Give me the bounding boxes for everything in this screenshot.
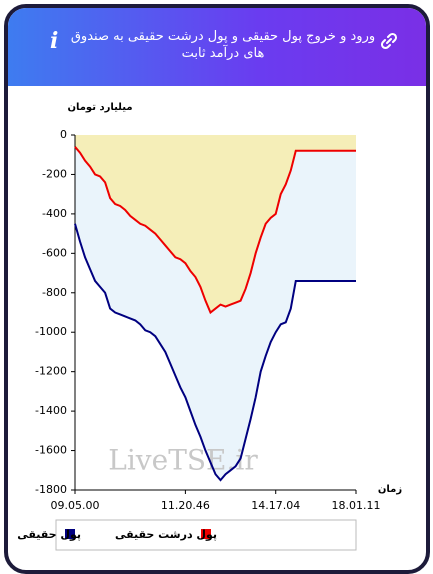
series-line <box>74 146 356 315</box>
y-tick-label: -800 <box>42 286 67 299</box>
y-tick-label: -1400 <box>35 404 67 417</box>
series-line <box>74 223 356 482</box>
header: i ورود و خروج پول حقیقی و پول درشت حقیقی… <box>8 8 426 86</box>
area-lower <box>75 146 356 481</box>
header-title: ورود و خروج پول حقیقی و پول درشت حقیقی ب… <box>70 29 376 61</box>
x-tick-label: 14.17.04 <box>251 499 300 512</box>
y-tick-label: 0 <box>60 128 67 141</box>
y-tick-label: -400 <box>42 207 67 220</box>
x-axis-label: زمان <box>378 484 402 495</box>
info-icon[interactable]: i <box>50 28 59 54</box>
y-tick-label: -1600 <box>35 444 67 457</box>
y-tick-label: -600 <box>42 246 67 259</box>
legend-label: پول درشت حقیقی <box>115 528 217 541</box>
x-tick-label: 09.05.00 <box>51 499 100 512</box>
legend-swatch <box>201 529 211 539</box>
x-tick-label: 11.20.46 <box>161 499 210 512</box>
legend-label: پول حقیقی <box>17 528 81 541</box>
x-tick-label: 18.01.11 <box>332 499 381 512</box>
y-tick-label: -1800 <box>35 483 67 496</box>
y-tick-label: -1200 <box>35 365 67 378</box>
y-tick-label: -1000 <box>35 325 67 338</box>
link-icon[interactable] <box>380 32 398 50</box>
area-upper <box>75 135 356 313</box>
y-tick-label: -200 <box>42 167 67 180</box>
watermark: LiveTSE.ir <box>108 444 258 477</box>
legend-swatch <box>65 529 75 539</box>
y-axis-label: میلیارد تومان <box>67 102 132 113</box>
